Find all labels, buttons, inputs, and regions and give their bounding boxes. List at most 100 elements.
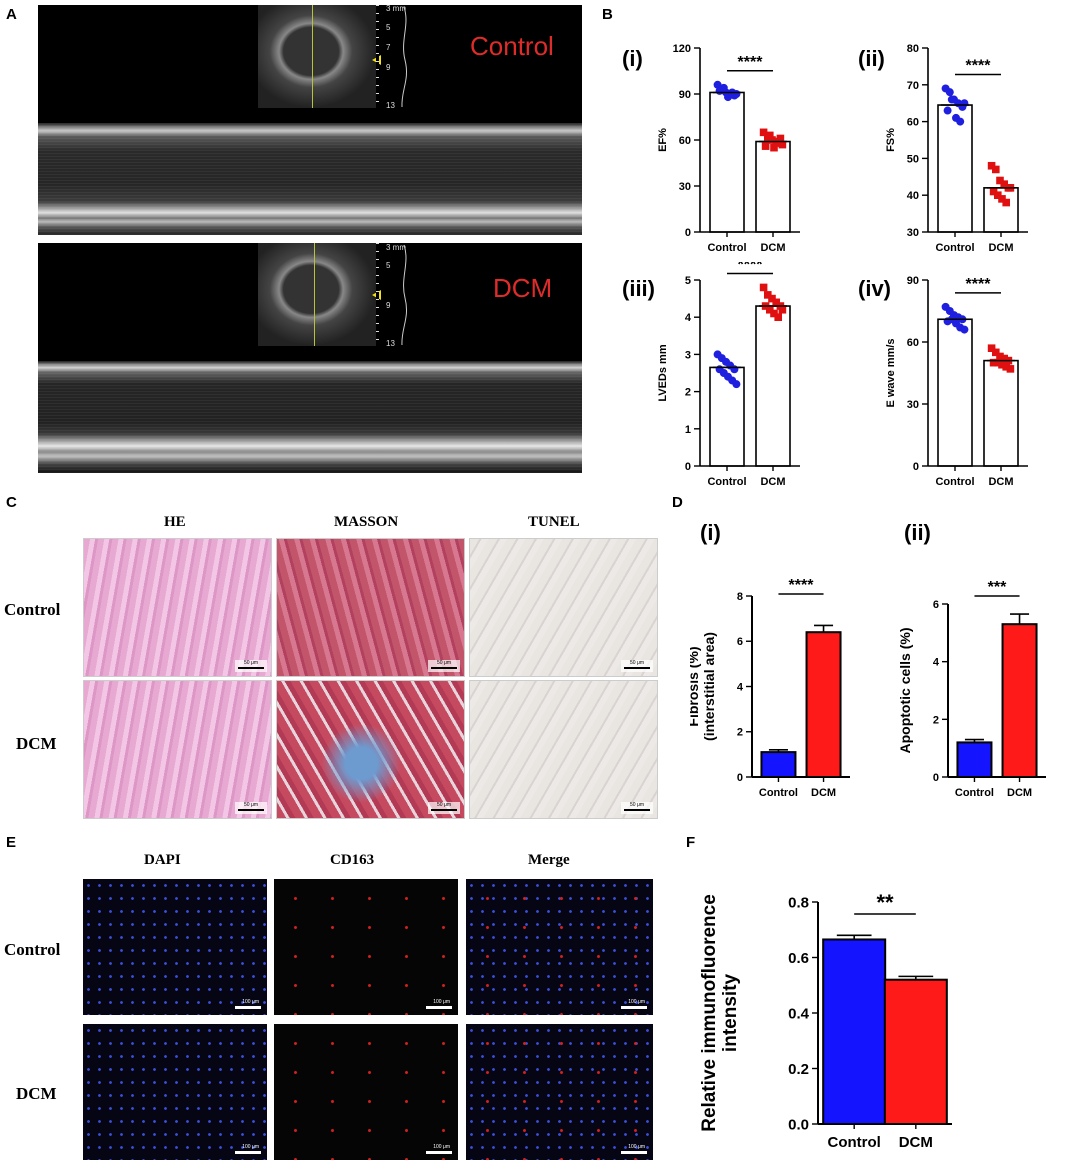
echo-dcm-image: 3 mm 5 9 13 DCM	[38, 243, 582, 473]
data-point-control	[730, 365, 739, 374]
significance-stars: ****	[966, 57, 992, 74]
y-tick-label: 30	[679, 181, 691, 193]
chart-b-iii: (iii) 0 1 2 3 4 5 Control DCM LVEDs mm ****	[622, 262, 800, 488]
cd163-control-image: 100 μm	[274, 879, 458, 1015]
data-point-dcm	[996, 176, 1004, 185]
dapi-dcm-image: 100 μm	[83, 1024, 267, 1160]
y-tick-label: 60	[679, 135, 691, 147]
y-tick-label: 60	[907, 117, 919, 129]
significance-stars: ***	[988, 579, 1007, 596]
data-point-dcm	[994, 358, 1002, 367]
data-point-dcm	[987, 161, 996, 170]
depth-ticks	[376, 5, 379, 108]
data-point-dcm	[1002, 363, 1010, 371]
merge-dcm-image: 100 μm	[466, 1024, 653, 1160]
x-tick-label-control: Control	[935, 476, 974, 488]
scale-bar	[426, 1151, 452, 1154]
echo-dcm-bmode	[258, 243, 376, 346]
merge-control-image: 100 μm	[466, 879, 653, 1015]
y-tick-label: 90	[907, 275, 919, 287]
y-axis-label: LVEDs mm	[657, 344, 669, 401]
tunel-control-image: 50 μm	[469, 538, 658, 677]
panel-label-c: C	[6, 494, 17, 511]
bar-dcm	[755, 305, 791, 467]
y-axis-label: Apoptotic cells (%)	[897, 627, 913, 753]
panel-label-e: E	[6, 834, 17, 851]
if-row-dcm: DCM	[16, 1084, 57, 1103]
y-tick-label: 120	[673, 43, 691, 55]
tgc-curve	[401, 6, 407, 108]
x-tick-label-dcm: DCM	[760, 476, 785, 488]
depth-label-9: 9	[386, 301, 391, 310]
histology-col-tunel: TUNEL	[528, 514, 580, 530]
y-tick-label: 80	[907, 43, 919, 55]
data-point-dcm	[994, 191, 1002, 199]
data-point-control	[732, 90, 741, 98]
x-tick-label-dcm: DCM	[988, 476, 1013, 488]
y-tick-label: 0	[913, 461, 919, 473]
bar-control	[937, 318, 973, 467]
y-tick-label: 90	[679, 89, 691, 101]
echo-control-label: Control	[470, 31, 554, 61]
subplot-label: (ii)	[904, 520, 931, 545]
echo-dcm-label: DCM	[493, 273, 553, 303]
y-tick-label: 1	[685, 424, 691, 436]
dapi-control-image: 100 μm	[83, 879, 267, 1015]
histology-row-dcm: DCM	[16, 734, 57, 753]
data-point-dcm	[770, 143, 778, 152]
y-tick-label: 0	[685, 227, 691, 239]
echo-dcm-mmode	[38, 361, 582, 473]
y-tick-label: 2	[933, 714, 939, 726]
panel-label-a: A	[6, 6, 17, 23]
y-tick-label: 0.6	[788, 950, 809, 967]
data-point-dcm	[772, 298, 780, 307]
x-tick-label-control: Control	[707, 476, 746, 488]
y-tick-label: 2	[685, 387, 691, 399]
data-point-dcm	[998, 195, 1006, 203]
depth-label-5: 5	[386, 23, 391, 32]
subplot-label: (iv)	[858, 276, 891, 301]
significance-stars: ****	[738, 262, 764, 273]
panel-label-b: B	[602, 6, 613, 23]
y-tick-label: 0.2	[788, 1061, 809, 1078]
scale-bar: 50 μm	[621, 660, 653, 672]
y-tick-label: 0	[685, 461, 691, 473]
data-point-dcm	[759, 128, 768, 137]
y-axis-label: intensity	[720, 974, 741, 1053]
mmode-cursor-line	[312, 5, 313, 108]
bar-dcm	[805, 631, 842, 778]
data-point-dcm	[766, 131, 774, 140]
data-point-dcm	[774, 313, 782, 321]
bar-dcm	[1001, 623, 1038, 778]
data-point-dcm	[1000, 354, 1008, 363]
x-tick-label-control: Control	[935, 242, 974, 254]
y-tick-label: 40	[907, 190, 919, 202]
scale-bar	[426, 1006, 452, 1009]
y-tick-label: 8	[737, 591, 743, 603]
masson-dcm-image: 50 μm	[276, 680, 465, 819]
significance-stars: ****	[789, 577, 815, 594]
he-dcm-image: 50 μm	[83, 680, 272, 819]
y-tick-label: 30	[907, 399, 919, 411]
scale-bar	[235, 1151, 261, 1154]
y-tick-label: 0	[737, 772, 743, 784]
y-tick-label: 2	[737, 727, 743, 739]
data-point-dcm	[768, 294, 776, 303]
mmode-cursor-line	[314, 243, 315, 346]
y-tick-label: 0.8	[788, 894, 809, 911]
bar-dcm	[755, 140, 791, 233]
y-tick-label: 0.4	[788, 1005, 810, 1022]
bar-dcm	[883, 978, 948, 1125]
y-axis-label: E wave mm/s	[885, 338, 897, 407]
data-point-control	[956, 117, 965, 126]
data-point-dcm	[992, 348, 1000, 357]
scale-bar: 50 μm	[621, 802, 653, 814]
panel-label-d: D	[672, 494, 683, 511]
bar-control	[956, 741, 993, 778]
scale-bar: 50 μm	[428, 802, 460, 814]
subplot-label: (ii)	[858, 46, 885, 71]
cd163-dcm-image: 100 μm	[274, 1024, 458, 1160]
echo-control-mmode	[38, 123, 582, 235]
scale-bar: 50 μm	[235, 660, 267, 672]
chart-b-ii: (ii) 30 40 50 60 70 80 Control DCM FS% ****	[858, 43, 1028, 254]
